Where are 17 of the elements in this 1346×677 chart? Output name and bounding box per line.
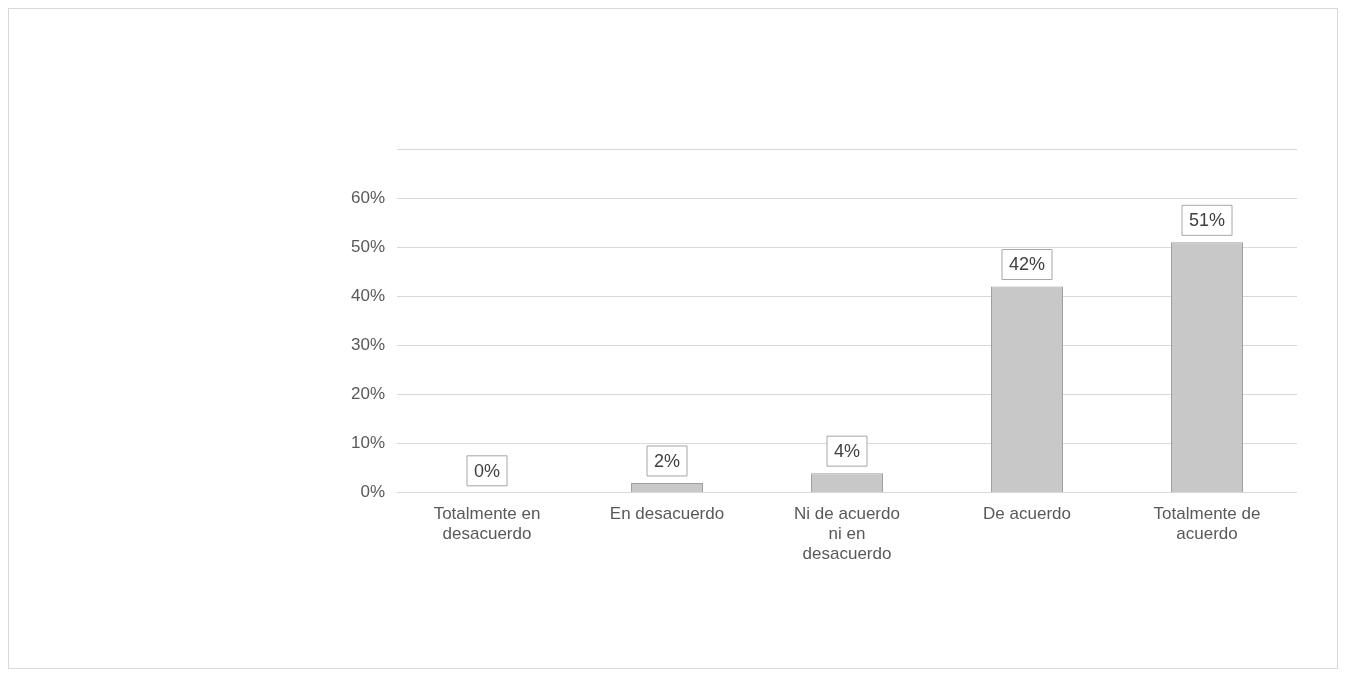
data-label: 0% xyxy=(474,460,501,481)
x-tick-label: Totalmente de acuerdo xyxy=(1153,503,1261,544)
x-tick-label: En desacuerdo xyxy=(609,503,725,523)
y-tick-label: 40% xyxy=(350,286,386,306)
x-tick-label: Ni de acuerdo ni en desacuerdo xyxy=(794,503,900,564)
y-tick-label: 0% xyxy=(360,482,386,502)
y-tick-label: 60% xyxy=(350,187,386,207)
y-tick-label: 10% xyxy=(350,433,386,453)
data-label: 4% xyxy=(834,441,861,462)
y-tick-label: 50% xyxy=(350,236,386,256)
data-label: 51% xyxy=(1188,210,1226,231)
x-tick-label: Totalmente en desacuerdo xyxy=(433,503,541,544)
data-label: 2% xyxy=(654,450,681,471)
data-label: 42% xyxy=(1008,254,1046,275)
y-tick-label: 30% xyxy=(350,335,386,355)
x-tick-label: De acuerdo xyxy=(983,503,1071,523)
y-tick-label: 20% xyxy=(350,384,386,404)
